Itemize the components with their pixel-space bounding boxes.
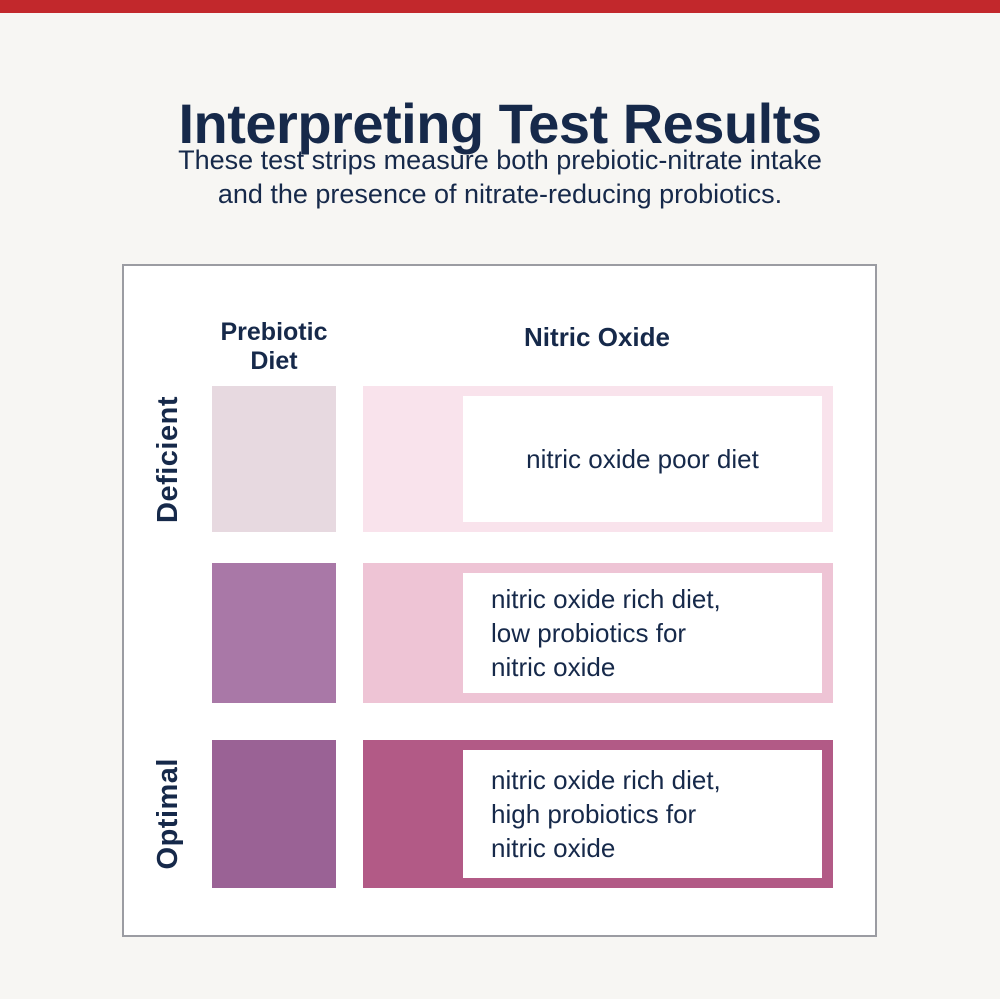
results-card: Prebiotic Diet Nitric Oxide Deficient ni… [122, 264, 877, 937]
prebiotic-diet-swatch-optimal [212, 740, 336, 888]
table-row-optimal: Optimal nitric oxide rich diet, high pro… [124, 740, 875, 888]
column-header-prebiotic-line-1: Prebiotic [220, 318, 328, 346]
row-label-deficient: Deficient [151, 395, 184, 523]
row-label-wrap-deficient: Deficient [146, 386, 190, 532]
result-text-box-optimal: nitric oxide rich diet, high probiotics … [463, 750, 822, 878]
result-text-line: nitric oxide [491, 652, 616, 682]
result-text-line: nitric oxide rich diet, [491, 765, 721, 795]
prebiotic-diet-swatch-middle [212, 563, 336, 703]
page-subtitle-line-1: These test strips measure both prebiotic… [178, 145, 822, 175]
page-subtitle: These test strips measure both prebiotic… [0, 143, 1000, 211]
prebiotic-diet-swatch-deficient [212, 386, 336, 532]
nitric-oxide-bar-middle: nitric oxide rich diet, low probiotics f… [363, 563, 833, 703]
row-label-wrap-optimal: Optimal [146, 740, 190, 888]
result-text-line: nitric oxide rich diet, [491, 584, 721, 614]
result-text-box-deficient: nitric oxide poor diet [463, 396, 822, 522]
row-label-optimal: Optimal [151, 758, 184, 870]
column-header-nitric-oxide: Nitric Oxide [524, 322, 670, 352]
nitric-oxide-bar-deficient: nitric oxide poor diet [363, 386, 833, 532]
column-header-prebiotic-diet: Prebiotic Diet [210, 318, 338, 376]
page-title: Interpreting Test Results [178, 91, 822, 155]
top-accent-bar [0, 0, 1000, 13]
nitric-oxide-bar-optimal: nitric oxide rich diet, high probiotics … [363, 740, 833, 888]
table-row-middle: nitric oxide rich diet, low probiotics f… [124, 563, 875, 703]
result-text-box-middle: nitric oxide rich diet, low probiotics f… [463, 573, 822, 693]
column-header-prebiotic-line-2: Diet [250, 347, 298, 375]
result-text-line: nitric oxide [491, 833, 616, 863]
page-subtitle-line-2: and the presence of nitrate-reducing pro… [217, 179, 783, 209]
result-text-line: high probiotics for [491, 799, 697, 829]
table-row-deficient: Deficient nitric oxide poor diet [124, 386, 875, 532]
result-text-line: low probiotics for [491, 618, 687, 648]
result-text-line: nitric oxide poor diet [526, 444, 759, 474]
